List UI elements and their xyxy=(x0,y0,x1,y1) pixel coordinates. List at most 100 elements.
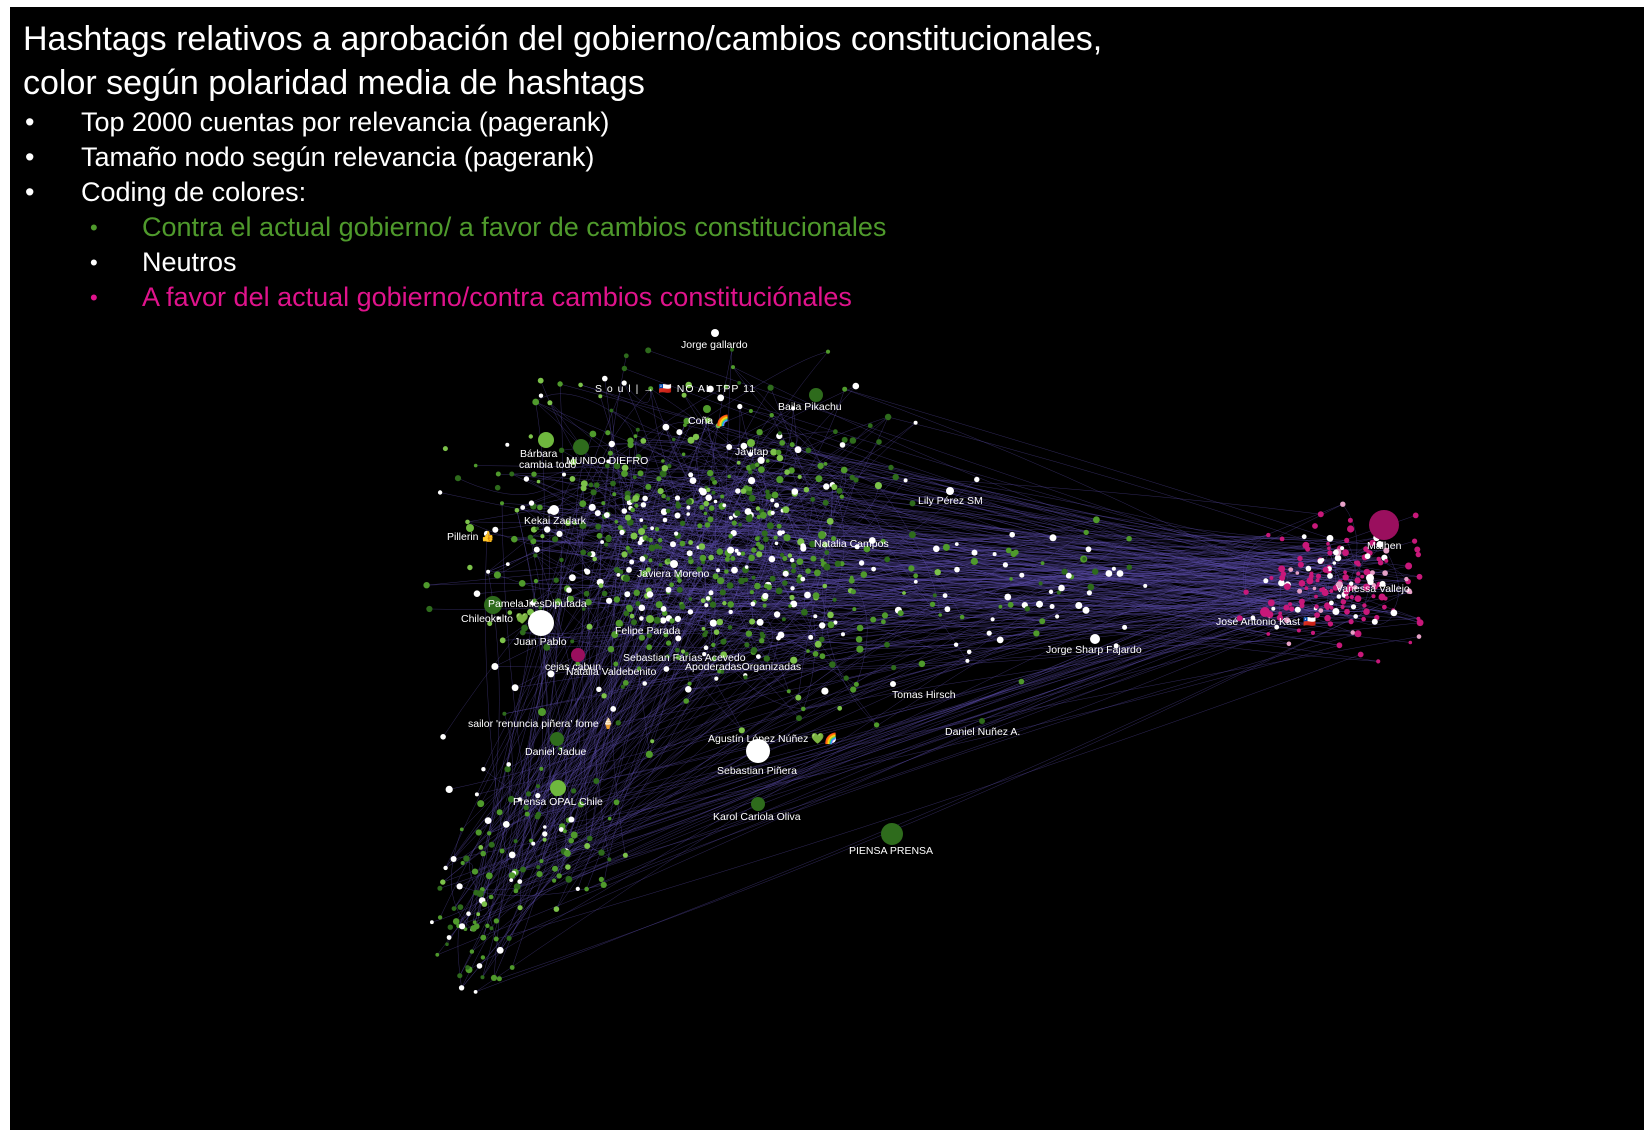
graph-node xyxy=(669,582,674,588)
graph-node xyxy=(751,547,757,553)
graph-node xyxy=(938,613,942,617)
graph-node xyxy=(743,675,748,680)
graph-node xyxy=(562,472,566,477)
graph-node xyxy=(491,663,499,670)
graph-node xyxy=(1295,571,1300,575)
graph-node xyxy=(537,504,543,511)
graph-node xyxy=(773,611,781,618)
graph-node xyxy=(493,936,499,942)
graph-node xyxy=(1332,608,1340,615)
graph-node xyxy=(473,463,478,468)
graph-node xyxy=(1348,619,1354,625)
graph-node xyxy=(595,523,602,530)
graph-node xyxy=(426,605,433,613)
graph-node xyxy=(770,498,775,503)
graph-node xyxy=(688,472,694,478)
graph-node xyxy=(790,586,795,591)
graph-node xyxy=(1408,640,1413,645)
graph-node xyxy=(603,512,610,518)
graph-node xyxy=(565,875,573,883)
graph-node xyxy=(796,577,802,583)
graph-node xyxy=(738,577,745,585)
graph-node xyxy=(679,540,686,547)
graph-node xyxy=(876,439,882,445)
graph-node xyxy=(727,546,735,554)
graph-node xyxy=(774,541,779,546)
graph-node xyxy=(513,883,521,891)
node-lily-perez xyxy=(946,487,954,495)
graph-node xyxy=(954,542,959,546)
graph-node xyxy=(630,532,638,540)
graph-node xyxy=(825,349,831,354)
graph-node xyxy=(1143,583,1148,588)
graph-node xyxy=(771,491,779,499)
graph-node xyxy=(490,974,498,982)
graph-node xyxy=(471,868,479,875)
label-cejas-cabun: cejas cabun xyxy=(545,661,601,673)
graph-node xyxy=(944,606,951,613)
graph-node xyxy=(720,494,725,499)
graph-node xyxy=(1412,538,1418,544)
graph-node xyxy=(841,632,845,637)
graph-node xyxy=(451,906,457,911)
graph-node xyxy=(608,440,615,448)
graph-node xyxy=(650,526,654,531)
graph-node xyxy=(507,610,513,615)
graph-node xyxy=(1278,611,1283,616)
graph-node xyxy=(622,680,629,686)
graph-node xyxy=(763,536,769,543)
graph-node xyxy=(769,413,774,418)
graph-node xyxy=(758,466,765,473)
graph-node xyxy=(750,647,758,654)
graph-node xyxy=(538,605,543,610)
graph-node xyxy=(502,821,510,828)
graph-node xyxy=(774,502,780,508)
graph-node xyxy=(674,615,682,623)
graph-node xyxy=(1369,570,1375,576)
graph-node xyxy=(531,841,536,846)
node-pillerin xyxy=(466,524,474,532)
edge-bundle xyxy=(426,349,1421,993)
graph-node xyxy=(775,587,783,595)
graph-node xyxy=(686,550,693,557)
slide-title-line-2: color según polaridad media de hashtags xyxy=(23,64,645,102)
graph-node xyxy=(540,534,545,539)
graph-node xyxy=(601,693,607,699)
graph-node xyxy=(748,452,753,457)
graph-node xyxy=(542,837,547,842)
graph-node xyxy=(457,904,464,910)
graph-node xyxy=(1347,525,1355,533)
graph-node xyxy=(748,494,756,502)
graph-node xyxy=(855,636,863,643)
graph-node xyxy=(1286,641,1292,647)
graph-node xyxy=(1018,678,1025,685)
graph-node xyxy=(626,567,632,573)
graph-node xyxy=(642,495,648,502)
graph-node xyxy=(648,558,653,563)
graph-node xyxy=(1294,606,1301,613)
graph-node xyxy=(635,427,640,432)
graph-node xyxy=(558,827,564,832)
graph-node xyxy=(713,499,718,504)
graph-node xyxy=(559,557,564,563)
graph-node xyxy=(781,617,786,622)
graph-node xyxy=(669,618,675,624)
graph-node xyxy=(1374,614,1380,621)
graph-node xyxy=(523,476,530,482)
graph-node xyxy=(788,467,795,474)
graph-node xyxy=(870,616,877,623)
graph-node xyxy=(1288,602,1293,607)
graph-node xyxy=(480,850,487,857)
graph-node xyxy=(646,591,654,598)
graph-node xyxy=(809,540,816,548)
graph-node xyxy=(1301,534,1307,540)
graph-node xyxy=(477,800,485,808)
graph-node xyxy=(476,912,481,917)
graph-node xyxy=(495,471,501,477)
graph-node xyxy=(556,530,563,538)
graph-node xyxy=(607,857,612,862)
graph-node xyxy=(437,885,443,891)
graph-node xyxy=(521,624,528,632)
graph-node xyxy=(627,437,634,444)
graph-node xyxy=(716,568,720,573)
